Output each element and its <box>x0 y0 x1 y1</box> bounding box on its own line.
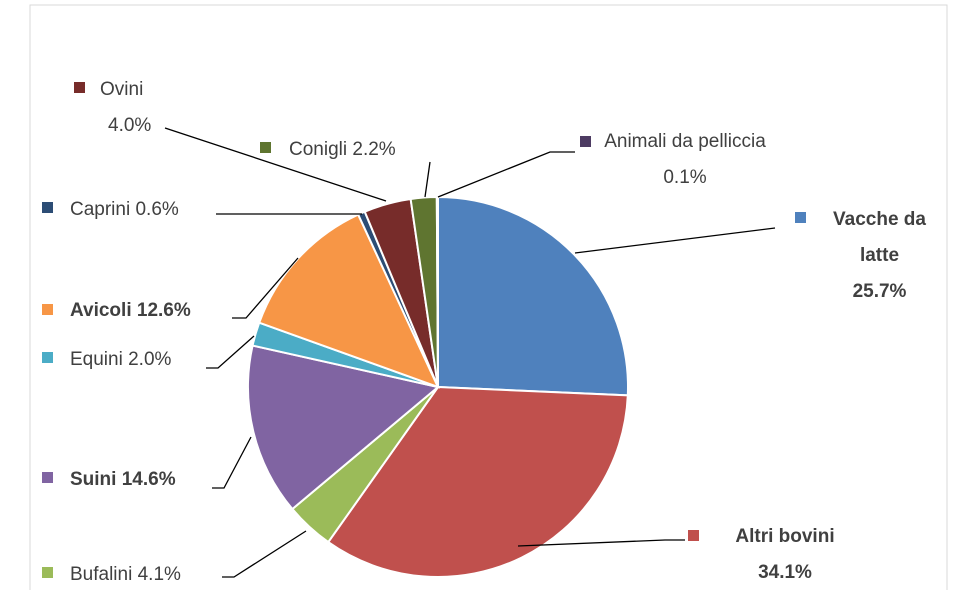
pie-slice <box>247 344 441 511</box>
leader-line <box>222 530 307 578</box>
legend-square <box>260 142 271 153</box>
value-label: 0.1% <box>663 167 707 188</box>
category-name: Equini <box>70 349 123 370</box>
leader-line <box>206 335 255 369</box>
leader-line <box>574 227 776 254</box>
data-label: Avicoli 12.6% <box>70 293 270 329</box>
legend-square <box>42 472 53 483</box>
category-name: Bufalini <box>70 564 133 585</box>
category-name: Vacche da latte <box>833 209 926 266</box>
chart-border <box>29 4 948 590</box>
data-label: Animali da pelliccia 0.1% <box>600 124 770 196</box>
data-label: Bufalini 4.1% <box>70 557 250 593</box>
value-label: 4.1% <box>137 564 181 585</box>
leader-line <box>232 257 299 319</box>
value-label: 25.7% <box>852 281 907 302</box>
category-name: Altri bovini <box>735 526 835 547</box>
category-name: Avicoli <box>70 300 132 321</box>
value-label: 34.1% <box>758 562 812 583</box>
leader-line <box>212 436 252 489</box>
value-label: 2.0% <box>128 349 172 370</box>
data-label: Caprini 0.6% <box>70 192 250 228</box>
value-label: 4.0% <box>108 115 152 136</box>
legend-square <box>795 212 806 223</box>
value-label: 2.2% <box>352 139 396 160</box>
category-name: Caprini <box>70 199 131 220</box>
legend-square <box>42 202 53 213</box>
pie-slice <box>435 195 439 388</box>
category-name: Ovini <box>100 79 144 100</box>
legend-square <box>74 82 85 93</box>
leader-line <box>424 161 431 198</box>
legend-square <box>580 136 591 147</box>
data-label: Ovini 4.0% <box>100 72 170 144</box>
category-name: Conigli <box>289 139 348 160</box>
data-label: Vacche da latte 25.7% <box>812 202 947 310</box>
value-label: 14.6% <box>121 469 176 490</box>
value-label: 0.6% <box>135 199 179 220</box>
leader-line <box>437 151 575 198</box>
pie-slice <box>326 385 629 578</box>
pie-slice <box>437 195 629 397</box>
data-label: Altri bovini 34.1% <box>710 519 860 591</box>
leader-line <box>517 539 685 547</box>
data-label: Equini 2.0% <box>70 342 250 378</box>
leader-line <box>164 127 387 202</box>
legend-square <box>42 352 53 363</box>
legend-square <box>42 304 53 315</box>
legend-square <box>688 530 699 541</box>
legend-square <box>42 567 53 578</box>
data-label: Suini 14.6% <box>70 462 250 498</box>
category-name: Suini <box>70 469 117 490</box>
value-label: 12.6% <box>136 300 191 321</box>
category-name: Animali da pelliccia <box>604 131 766 152</box>
data-label: Conigli 2.2% <box>289 132 449 168</box>
